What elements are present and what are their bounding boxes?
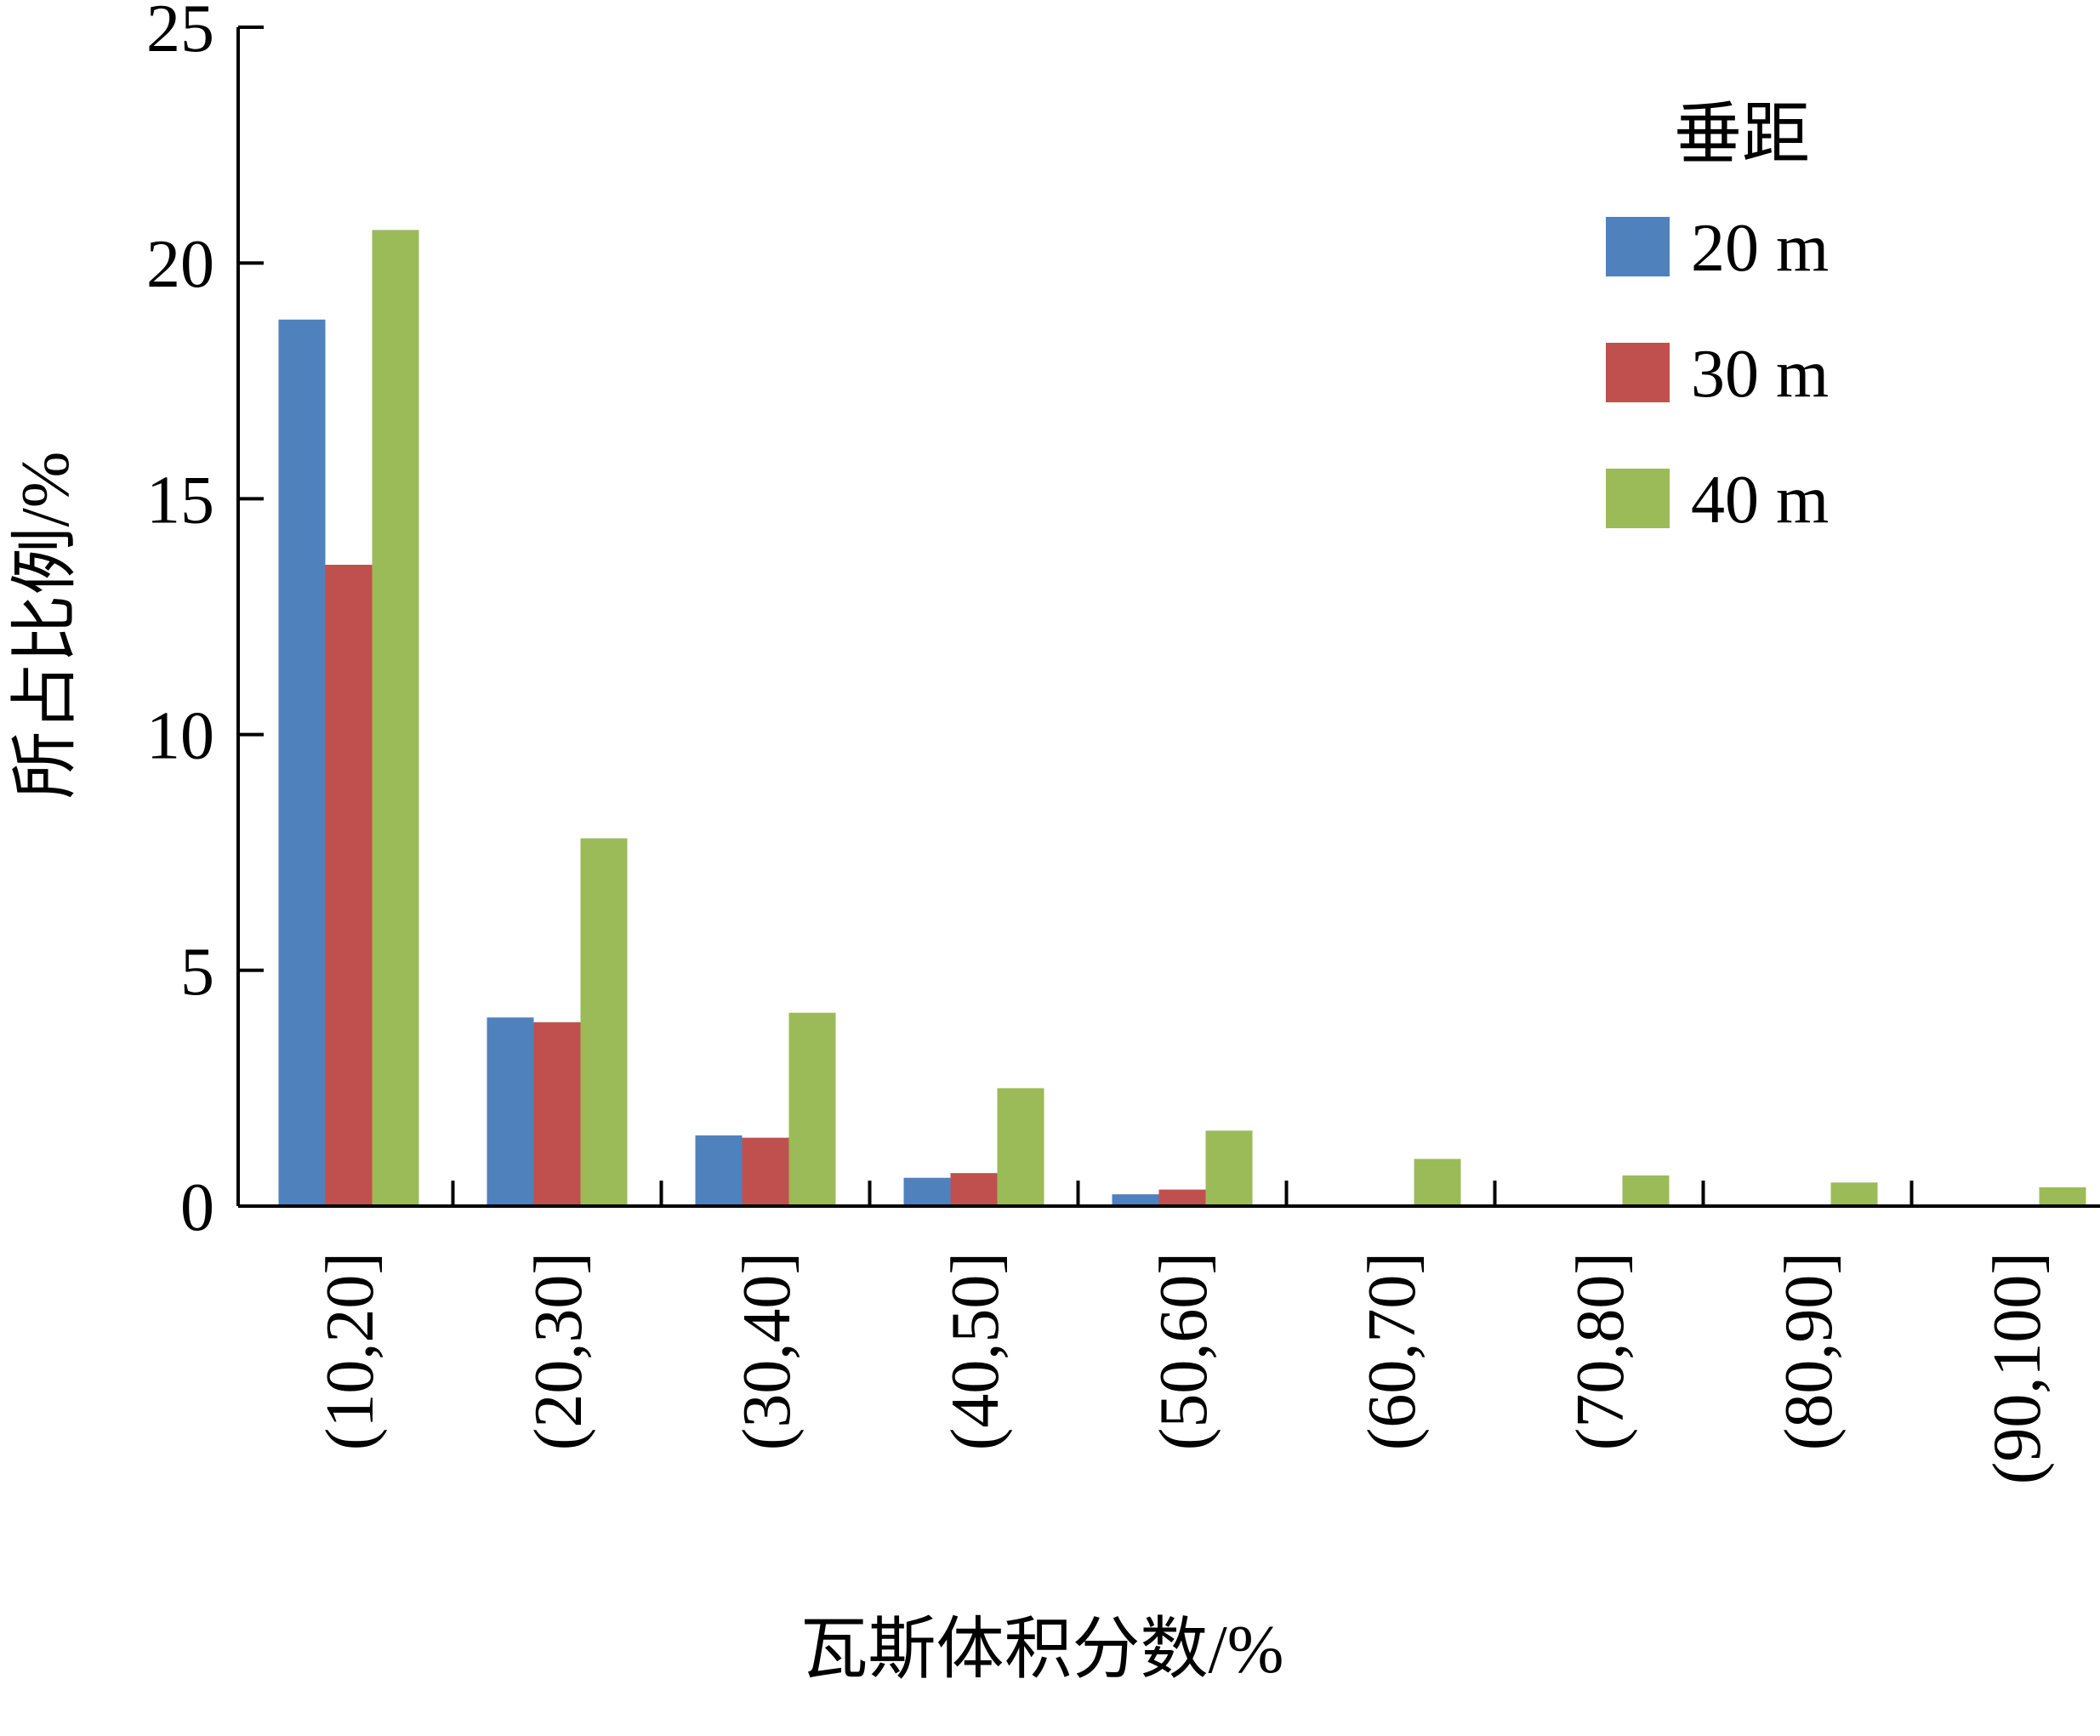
bar-30m-4 <box>950 1173 998 1206</box>
x-tick-label: (60,70] <box>1355 1252 1430 1450</box>
y-tick-label: 20 <box>146 227 214 302</box>
legend: 垂距 20 m 30 m 40 m <box>1606 98 1829 538</box>
bar-20m-2 <box>487 1017 534 1206</box>
legend-label: 20 m <box>1691 211 1829 286</box>
legend-swatch <box>1606 217 1670 276</box>
y-ticks: 0 5 10 15 20 25 <box>146 0 264 1245</box>
x-tick-label: (90,100] <box>1980 1252 2055 1484</box>
legend-swatch <box>1606 469 1670 528</box>
legend-title: 垂距 <box>1674 98 1810 173</box>
bar-20m-3 <box>695 1135 743 1206</box>
bar-30m-5 <box>1158 1189 1206 1206</box>
x-ticks: (10,20] (20,30] (30,40] (40,50] (50,60] (60,7… <box>313 1181 2055 1484</box>
bar-40m-2 <box>580 838 628 1206</box>
bar-40m-1 <box>372 230 419 1207</box>
legend-label: 30 m <box>1691 337 1829 412</box>
bar-20m-5 <box>1112 1194 1159 1206</box>
y-tick-label: 15 <box>146 463 214 538</box>
bar-40m-9 <box>2039 1187 2086 1206</box>
y-tick-label: 0 <box>180 1170 214 1245</box>
bar-30m-3 <box>742 1137 789 1206</box>
y-tick-label: 5 <box>180 935 214 1010</box>
legend-swatch <box>1606 343 1670 402</box>
y-tick-label: 10 <box>146 699 214 774</box>
bar-40m-5 <box>1205 1130 1253 1206</box>
y-tick-label: 25 <box>146 0 214 66</box>
x-tick-label: (20,30] <box>521 1252 596 1450</box>
x-tick-label: (70,80] <box>1563 1252 1638 1450</box>
bars-layer <box>278 230 2086 1207</box>
bar-30m-2 <box>533 1022 581 1206</box>
bar-40m-6 <box>1414 1158 1461 1206</box>
bar-40m-7 <box>1622 1175 1670 1206</box>
axes-layer <box>236 27 2100 1208</box>
legend-items: 20 m 30 m 40 m <box>1606 211 1829 538</box>
bar-40m-4 <box>997 1088 1044 1206</box>
x-axis-title: 瓦斯体积分数/% <box>800 1613 1284 1688</box>
bar-20m-1 <box>278 319 326 1206</box>
bar-40m-3 <box>788 1012 836 1206</box>
bar-20m-4 <box>903 1177 951 1206</box>
x-tick-label: (80,90] <box>1772 1252 1847 1450</box>
x-tick-label: (50,60] <box>1147 1252 1221 1450</box>
bar-30m-1 <box>325 565 373 1206</box>
x-tick-label: (40,50] <box>938 1252 1013 1450</box>
x-tick-label: (10,20] <box>313 1252 388 1450</box>
bar-40m-8 <box>1830 1182 1878 1206</box>
legend-label: 40 m <box>1691 463 1829 538</box>
x-tick-label: (30,40] <box>730 1252 805 1450</box>
y-axis-title: 所占比例/% <box>9 452 83 800</box>
